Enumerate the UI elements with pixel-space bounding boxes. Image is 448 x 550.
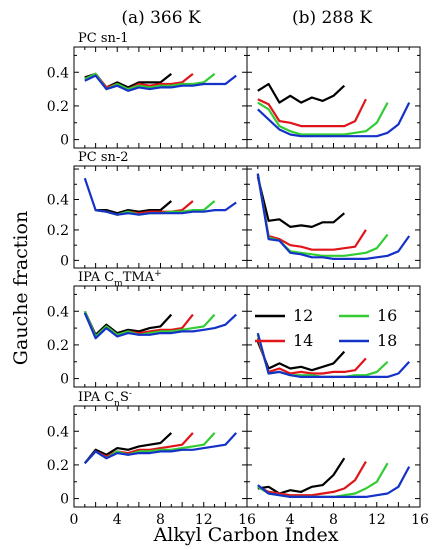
panel-title-rest: TMA <box>123 270 155 285</box>
series-line-18 <box>83 432 238 464</box>
panel-1-left: 0 0.2 0.4 PC sn-1 <box>47 31 248 149</box>
series-line-12 <box>83 310 173 336</box>
panel-frame <box>73 405 248 508</box>
series-line-12 <box>256 176 346 228</box>
series-line-14 <box>256 174 367 251</box>
y-tick-label: 0.2 <box>47 223 69 239</box>
series-line-12 <box>95 200 173 215</box>
y-axis-label: Gauche fraction <box>10 211 32 365</box>
panel-frame <box>73 285 248 388</box>
y-tick-label: 0 <box>60 492 69 508</box>
y-tick-label: 0.4 <box>47 192 69 208</box>
y-tick-label: 0.2 <box>47 338 69 354</box>
panel-title: PC sn-2 <box>78 150 129 165</box>
series-line-16 <box>83 310 216 338</box>
panel-3-right: 12 14 16 18 <box>246 285 421 388</box>
panel-title: IPA CmTMA+ <box>78 269 162 289</box>
x-tick-label: 8 <box>156 512 165 528</box>
series-line-14 <box>257 98 367 128</box>
panel-frame <box>73 165 248 269</box>
series-line-12 <box>257 82 346 104</box>
x-tick-label: 16 <box>238 512 256 528</box>
panel-4-right: 4 8 12 16 <box>246 405 429 528</box>
y-tick-label: 0.2 <box>47 458 69 474</box>
panel-2-right <box>246 165 421 269</box>
panel-title-subscript: n <box>114 399 120 409</box>
panel-title-superscript: + <box>154 269 162 279</box>
panel-title-rest: S <box>120 390 129 405</box>
series-line-14 <box>257 461 367 497</box>
series-line-12 <box>83 432 173 464</box>
panel-3-left: 0 0.2 0.4 IPA CmTMA+ <box>47 269 248 388</box>
y-tick-label: 0.2 <box>47 99 69 115</box>
panel-title-superscript: - <box>129 389 132 399</box>
x-tick-label: 16 <box>411 512 429 528</box>
panel-title: PC sn-1 <box>78 31 129 46</box>
series-line-12 <box>256 341 346 372</box>
legend-label-18: 18 <box>377 331 397 350</box>
series-line-18 <box>83 177 237 216</box>
y-tick-label: 0 <box>60 253 69 269</box>
x-axis-label: Alkyl Carbon Index <box>153 524 339 546</box>
y-tick-label: 0 <box>60 133 69 149</box>
y-tick-label: 0.4 <box>47 304 69 320</box>
x-tick-label: 12 <box>195 512 213 528</box>
series-line-12 <box>257 457 346 495</box>
panel-frame <box>73 46 248 149</box>
series-line-16 <box>83 432 216 464</box>
series-line-16 <box>257 101 389 136</box>
series-line-18 <box>83 312 237 340</box>
panel-2-left: 0 0.2 0.4 PC sn-2 <box>47 150 248 269</box>
series-line-18 <box>257 102 411 138</box>
y-tick-label: 0.4 <box>47 424 69 440</box>
y-tick-label: 0 <box>60 372 69 388</box>
y-tick-label: 0.4 <box>47 65 69 81</box>
x-tick-label: 0 <box>70 512 79 528</box>
column-title-366k: (a) 366 K <box>121 8 201 28</box>
series-line-18 <box>257 466 411 498</box>
column-title-288k: (b) 288 K <box>292 8 372 28</box>
legend-label-12: 12 <box>293 306 313 325</box>
series-line-18 <box>84 74 237 92</box>
x-tick-label: 4 <box>286 512 295 528</box>
legend-label-14: 14 <box>293 331 313 350</box>
series-line-18 <box>256 173 411 260</box>
legend-label-16: 16 <box>377 306 397 325</box>
x-tick-label: 4 <box>113 512 122 528</box>
x-tick-label: 8 <box>329 512 338 528</box>
panel-frame <box>246 46 421 149</box>
series-line-16 <box>256 173 389 257</box>
series-line-14 <box>256 337 367 375</box>
panel-title-subscript: m <box>114 279 123 289</box>
panel-1-right <box>246 46 421 149</box>
series-line-18 <box>256 332 411 378</box>
x-tick-label: 12 <box>368 512 386 528</box>
